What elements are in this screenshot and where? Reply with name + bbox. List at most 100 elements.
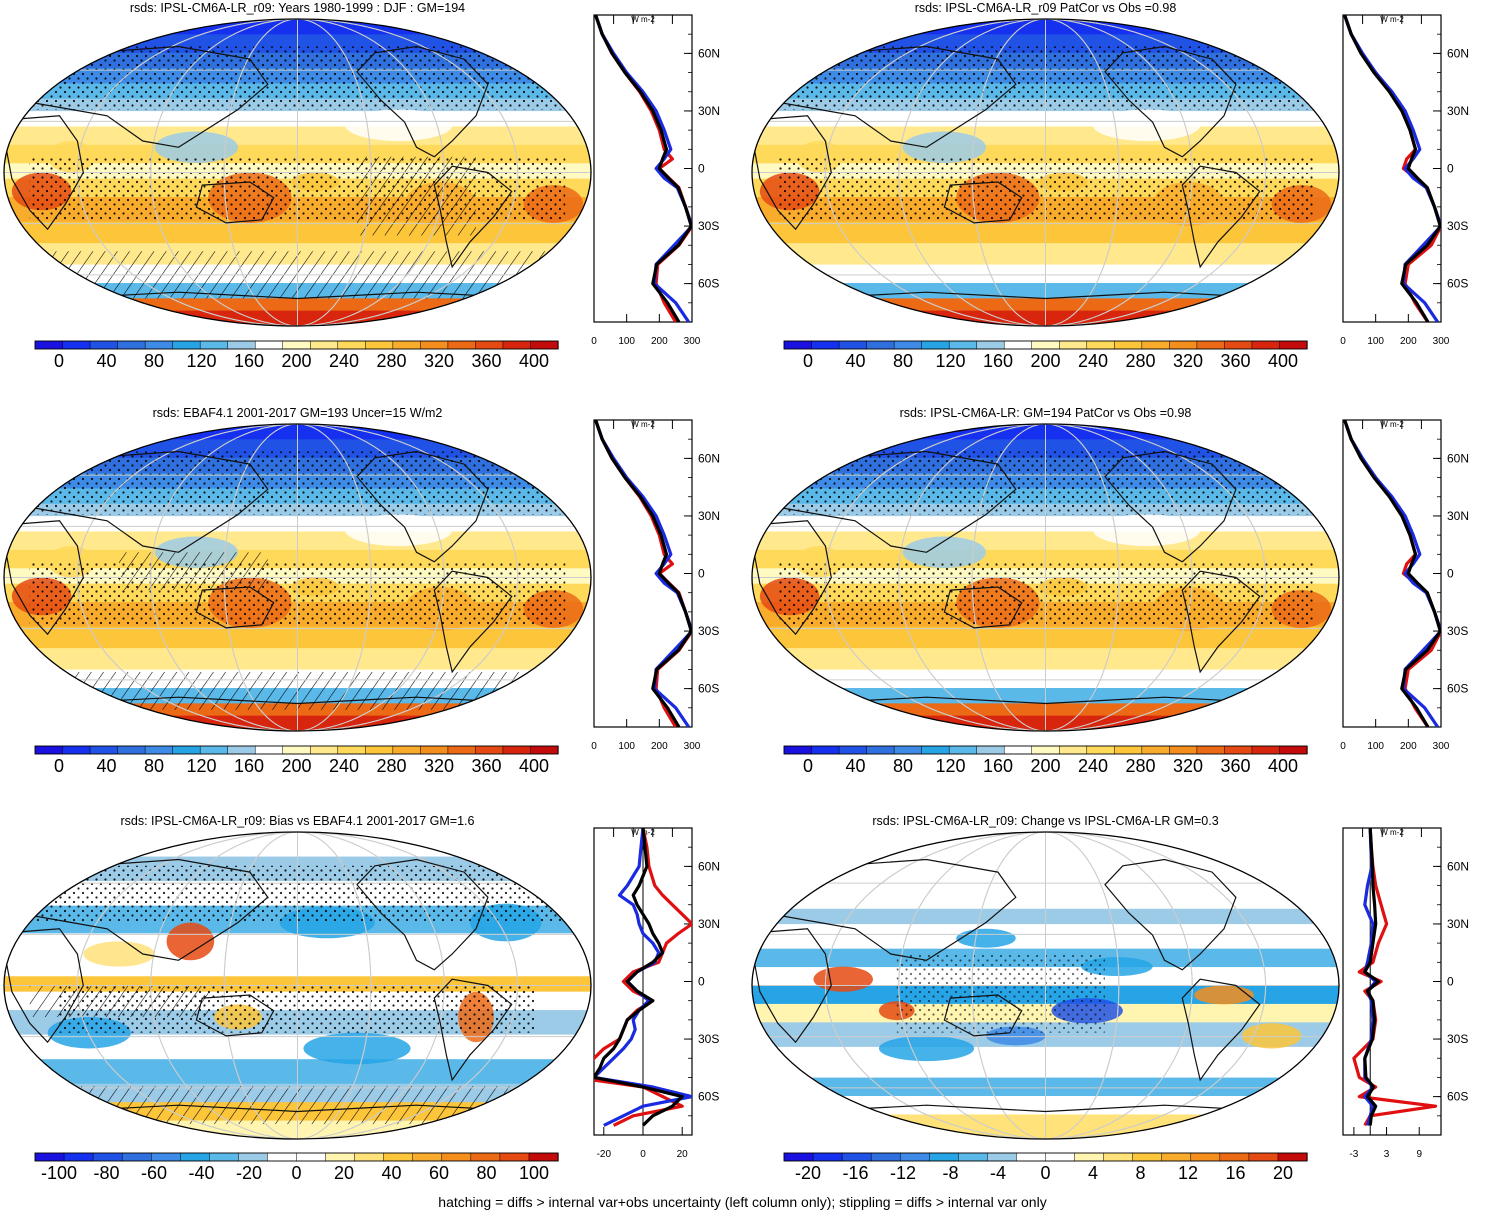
- colorbar-swatch: [838, 745, 868, 755]
- colorbar-swatch: [354, 1152, 385, 1162]
- map-anomaly: [902, 536, 986, 569]
- colorbar-tick-label: 16: [1225, 1163, 1245, 1183]
- colorbar-tick-label: 0: [803, 351, 813, 371]
- colorbar-tick-label: -100: [41, 1163, 77, 1183]
- profile-x-label: 300: [684, 336, 701, 347]
- profile-lat-label: 0: [1447, 162, 1454, 176]
- colorbar-swatch: [447, 745, 477, 755]
- colorbar-tick-label: 12: [1178, 1163, 1198, 1183]
- map-panel-3: [3, 423, 592, 732]
- colorbar-tick-label: 0: [291, 1163, 301, 1183]
- map-anomaly: [166, 922, 215, 961]
- colorbar-tick-label: 160: [983, 756, 1013, 776]
- colorbar-swatch: [420, 745, 449, 755]
- profile-x-label: 3: [1384, 1149, 1390, 1160]
- hatch-region: [11, 1086, 548, 1125]
- colorbar-swatch: [180, 1152, 210, 1162]
- profile-lat-label: 60N: [698, 451, 720, 465]
- colorbar-swatch: [976, 745, 1005, 755]
- colorbar-swatch: [227, 340, 256, 350]
- profile-lat-label: 60S: [1447, 277, 1468, 291]
- colorbar-swatch: [976, 340, 1005, 350]
- colorbar-tick-label: 80: [476, 1163, 496, 1183]
- profile-x-label: 200: [651, 336, 668, 347]
- profile-x-label: 300: [684, 741, 701, 752]
- colorbar-tick-label: -4: [990, 1163, 1006, 1183]
- colorbar-swatch: [310, 340, 339, 350]
- profile-lat-label: 60N: [1447, 859, 1469, 873]
- colorbar-swatch: [89, 745, 119, 755]
- colorbar-tick-label: 20: [1273, 1163, 1293, 1183]
- map-title: rsds: IPSL-CM6A-LR_r09: Bias vs EBAF4.1 …: [121, 814, 475, 828]
- profile-lat-label: 0: [698, 162, 705, 176]
- colorbar-swatch: [530, 745, 559, 755]
- profile-x-label: 100: [1367, 336, 1384, 347]
- profile-frame: [593, 419, 693, 728]
- colorbar-tick-label: 240: [329, 756, 359, 776]
- colorbar-swatch: [1279, 340, 1308, 350]
- colorbar-1: 0 40 80 120 160 200 240 280 320 360 400: [34, 340, 559, 371]
- profile-x-label: 0: [591, 336, 597, 347]
- zonal-profile-3: W m-2 60N 30N 0 30S 60S 0 100 200 300: [591, 419, 720, 752]
- profile-x-label: -20: [597, 1149, 612, 1160]
- profile-units: W m-2: [1380, 420, 1404, 429]
- colorbar-swatch: [1103, 1152, 1134, 1162]
- colorbar-swatch: [1219, 1152, 1250, 1162]
- colorbar-6: -20 -16 -12 -8 -4 0 4 8 12 16 20: [783, 1152, 1308, 1183]
- colorbar-swatch: [89, 340, 119, 350]
- colorbar-swatch: [296, 1152, 327, 1162]
- colorbar-tick-label: 0: [54, 351, 64, 371]
- colorbar-swatch: [117, 745, 146, 755]
- colorbar-tick-label: 8: [1135, 1163, 1145, 1183]
- profile-lat-label: 60N: [1447, 46, 1469, 60]
- colorbar-tick-label: -60: [141, 1163, 167, 1183]
- colorbar-swatch: [34, 745, 64, 755]
- profile-lat-label: 30N: [698, 509, 720, 523]
- colorbar-tick-label: 320: [424, 351, 454, 371]
- profile-x-label: -3: [1349, 1149, 1358, 1160]
- colorbar-swatch: [470, 1152, 501, 1162]
- profile-lat-label: 60N: [698, 46, 720, 60]
- colorbar-swatch: [1086, 340, 1115, 350]
- colorbar-swatch: [1196, 340, 1226, 350]
- map-anomaly: [1194, 985, 1254, 1005]
- map-title: rsds: IPSL-CM6A-LR_r09: Years 1980-1999 …: [130, 1, 465, 15]
- colorbar-swatch: [1161, 1152, 1192, 1162]
- colorbar-swatch: [1031, 340, 1060, 350]
- zonal-profile-4: W m-2 60N 30N 0 30S 60S 0 100 200 300: [1340, 419, 1469, 752]
- profile-x-label: 200: [1400, 336, 1417, 347]
- map-panel-6: [751, 831, 1340, 1140]
- colorbar-swatch: [866, 340, 895, 350]
- colorbar-swatch: [948, 745, 978, 755]
- colorbar-tick-label: 80: [893, 756, 913, 776]
- colorbar-swatch: [441, 1152, 472, 1162]
- colorbar-swatch: [783, 340, 813, 350]
- map-anomaly: [902, 131, 986, 164]
- colorbar-swatch: [92, 1152, 123, 1162]
- colorbar-tick-label: 160: [234, 351, 264, 371]
- colorbar-tick-label: 280: [1125, 756, 1155, 776]
- profile-lat-label: 60S: [698, 682, 719, 696]
- colorbar-swatch: [1224, 745, 1253, 755]
- colorbar-swatch: [337, 745, 366, 755]
- map-border: [3, 18, 592, 327]
- map-panel-2: [751, 18, 1340, 327]
- colorbar-swatch: [1059, 745, 1088, 755]
- profile-lat-label: 0: [1447, 975, 1454, 989]
- colorbar-tick-label: 120: [935, 756, 965, 776]
- zonal-profile-6: W m-2 60N 30N 0 30S 60S -3 3 9: [1342, 827, 1469, 1160]
- colorbar-tick-label: 320: [1173, 756, 1203, 776]
- colorbar-swatch: [62, 745, 91, 755]
- map-anomaly: [1093, 514, 1201, 546]
- colorbar-swatch: [1141, 340, 1171, 350]
- profile-x-label: 0: [1340, 741, 1346, 752]
- colorbar-swatch: [1169, 340, 1198, 350]
- colorbar-3: 0 40 80 120 160 200 240 280 320 360 400: [34, 745, 559, 776]
- colorbar-tick-label: 360: [1220, 756, 1250, 776]
- profile-series-multi-model: [594, 15, 692, 322]
- profile-units: W m-2: [1380, 828, 1404, 837]
- colorbar-swatch: [929, 1152, 959, 1162]
- profile-lat-label: 30S: [698, 624, 719, 638]
- colorbar-swatch: [530, 340, 559, 350]
